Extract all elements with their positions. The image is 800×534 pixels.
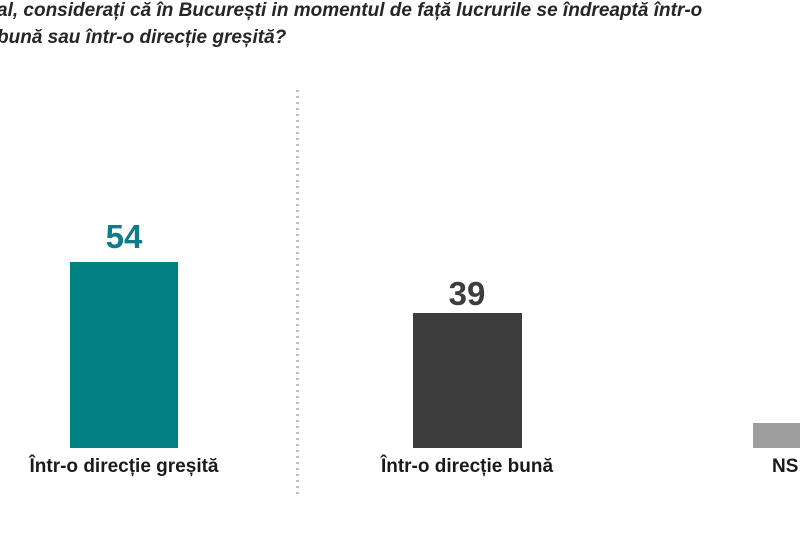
- chart-title: al, considerați că în București in momen…: [0, 0, 703, 51]
- chart-title-line2: bună sau într-o direcție greșită?: [0, 27, 287, 48]
- dashed-divider: [296, 90, 299, 497]
- bar-good-direction: [413, 313, 522, 448]
- bar-value-wrong-direction: 54: [105, 218, 143, 255]
- category-label-wrong-direction: Într-o direcție greșită: [29, 456, 219, 477]
- bar-wrong-direction: [70, 262, 178, 448]
- category-label-good-direction: Într-o direcție bună: [380, 456, 554, 477]
- bar-ns: [753, 423, 800, 448]
- chart-title-line1: al, considerați că în București in momen…: [0, 0, 703, 21]
- bar-value-good-direction: 39: [448, 275, 486, 312]
- category-label-ns: NS: [772, 456, 799, 477]
